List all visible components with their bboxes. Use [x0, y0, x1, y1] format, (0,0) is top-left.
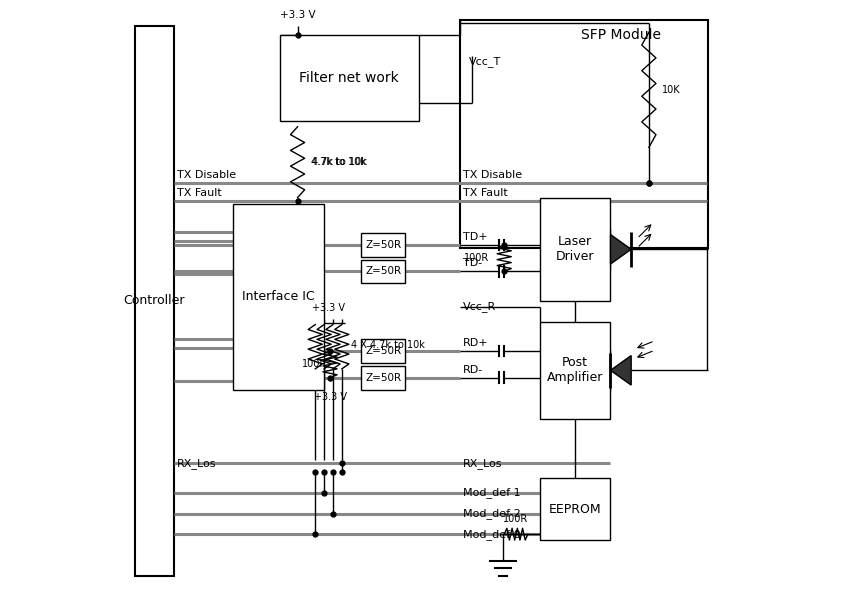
Text: TX Disable: TX Disable	[177, 170, 236, 180]
Text: +3.3 V: +3.3 V	[312, 303, 345, 313]
Text: Mod_def 0: Mod_def 0	[463, 529, 520, 539]
Text: 4.7k to 10k: 4.7k to 10k	[312, 157, 367, 167]
Text: Mod_def 2: Mod_def 2	[463, 508, 520, 519]
Text: Vcc_R: Vcc_R	[463, 302, 496, 312]
Text: Controller: Controller	[124, 294, 185, 308]
Text: Post
Amplifier: Post Amplifier	[547, 356, 604, 384]
Polygon shape	[610, 235, 631, 264]
Text: 10K: 10K	[662, 85, 681, 95]
Bar	[540, 198, 610, 301]
Text: 100R: 100R	[464, 253, 490, 263]
Bar	[361, 366, 405, 390]
Bar	[135, 26, 173, 576]
Bar	[280, 35, 419, 121]
Bar	[361, 260, 405, 283]
Text: +3.3 V: +3.3 V	[313, 393, 346, 402]
Text: TX Disable: TX Disable	[463, 170, 522, 180]
Bar	[233, 203, 324, 390]
Text: 100R: 100R	[503, 514, 529, 523]
Polygon shape	[610, 356, 631, 385]
Text: TX Fault: TX Fault	[463, 188, 508, 198]
Text: TX Fault: TX Fault	[177, 188, 222, 198]
Text: 100R: 100R	[302, 359, 327, 370]
Text: RD+: RD+	[463, 338, 488, 348]
Text: Z=50R: Z=50R	[365, 266, 402, 277]
Text: Mod_def 1: Mod_def 1	[463, 488, 520, 498]
Text: SFP Module: SFP Module	[581, 28, 661, 42]
Bar	[460, 20, 708, 248]
Text: Interface IC: Interface IC	[242, 290, 315, 303]
Text: Vcc_T: Vcc_T	[469, 56, 501, 67]
Text: Filter net work: Filter net work	[300, 71, 399, 85]
Text: TD-: TD-	[463, 259, 482, 268]
Text: RX_Los: RX_Los	[177, 458, 216, 469]
Bar	[540, 478, 610, 540]
Text: Z=50R: Z=50R	[365, 346, 402, 356]
Text: +3.3 V: +3.3 V	[279, 11, 315, 20]
Bar	[361, 233, 405, 257]
Text: Z=50R: Z=50R	[365, 372, 402, 383]
Text: 4 X 4.7k to 10k: 4 X 4.7k to 10k	[351, 340, 424, 350]
Text: Z=50R: Z=50R	[365, 240, 402, 250]
Text: Laser
Driver: Laser Driver	[556, 235, 594, 263]
Bar	[361, 339, 405, 363]
Text: TD+: TD+	[463, 232, 487, 242]
Bar	[540, 322, 610, 419]
Text: RX_Los: RX_Los	[463, 458, 503, 469]
Text: RD-: RD-	[463, 365, 483, 375]
Text: EEPROM: EEPROM	[548, 502, 601, 516]
Text: 4.7k to 10k: 4.7k to 10k	[311, 157, 365, 167]
